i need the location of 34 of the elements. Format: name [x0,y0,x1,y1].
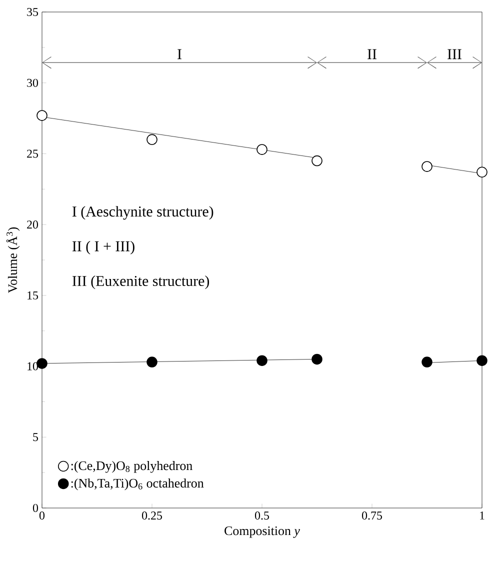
point [312,155,322,166]
y-tick-label: 35 [27,8,38,16]
x-tick-label: 0.25 [142,512,162,520]
y-axis-title: Volume (Å$^{3}$) [6,227,20,294]
point [256,355,268,366]
legend-label: :(Ce,Dy)O$_{8}$ polyhedron [71,461,192,473]
y-tick-label: 15 [28,291,38,300]
x-axis-title: Composition y [224,526,300,538]
point [476,355,488,366]
point [312,354,322,365]
y-tick-label: 20 [27,220,38,229]
point [422,161,432,172]
x-tick-label: 0.5 [254,512,270,520]
legend-label: :(Nb,Ta,Ti)O$_{6}$ octahedron [71,478,204,490]
x-tick-label: 0.75 [362,512,382,520]
y-tick-label: 30 [27,78,38,87]
point [422,356,432,368]
point [256,144,268,155]
annotation: III (Euxenite structure) [72,276,210,290]
point [146,134,158,145]
annotation: II ( I + III) [72,240,134,254]
point [476,166,488,178]
point [36,358,48,369]
point [36,110,48,121]
y-tick-label: 5 [33,433,38,442]
x-tick-label: 1 [480,512,484,520]
y-tick-label: 0 [32,504,38,512]
x-tick-label: 0 [39,512,45,520]
annotation: I (Aeschynite structure) [72,206,214,220]
point [146,356,158,368]
annotation: III [448,49,462,60]
annotation: I [178,49,182,60]
y-tick-label: 25 [27,150,38,158]
annotation: II [368,49,376,60]
